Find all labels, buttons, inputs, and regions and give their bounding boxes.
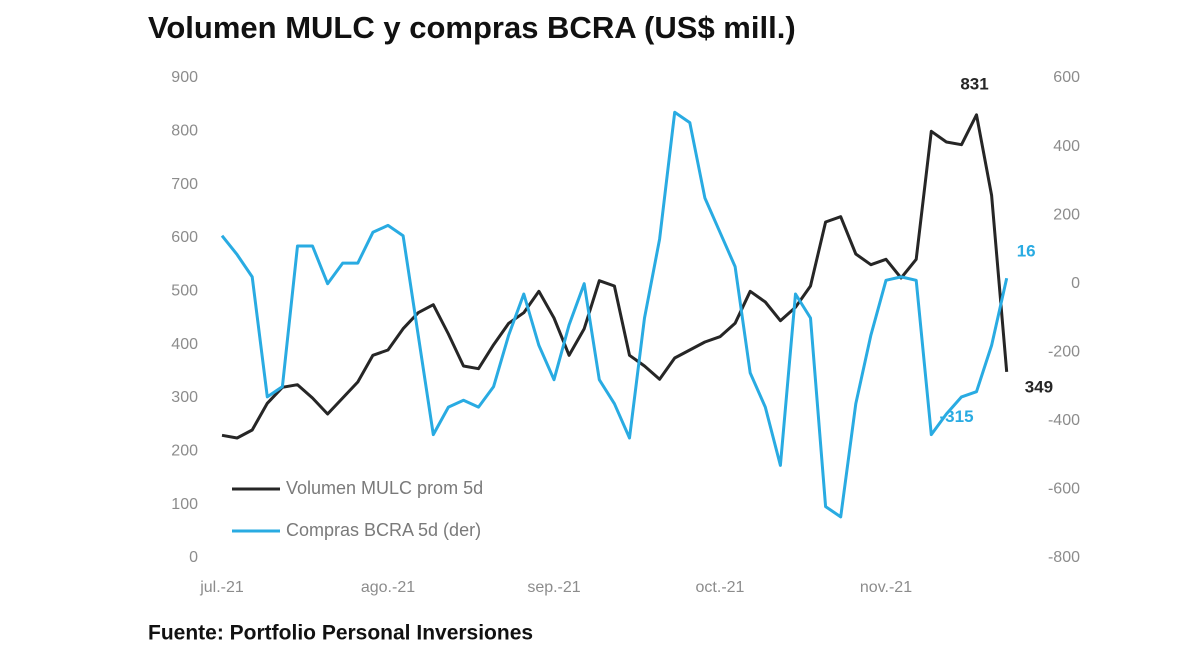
x-tick-label: sep.-21 bbox=[527, 579, 580, 596]
data-label: 831 bbox=[960, 74, 988, 93]
legend-label: Compras BCRA 5d (der) bbox=[286, 520, 481, 540]
y2-tick-label: 400 bbox=[1053, 138, 1080, 155]
y-tick-label: 500 bbox=[171, 283, 198, 300]
y-tick-label: 600 bbox=[171, 229, 198, 246]
y-tick-label: 900 bbox=[171, 69, 198, 86]
source: Fuente: Portfolio Personal Inversiones bbox=[148, 622, 533, 645]
y2-tick-label: -400 bbox=[1048, 412, 1080, 429]
y2-tick-label: 0 bbox=[1071, 275, 1080, 292]
y2-tick-label: 200 bbox=[1053, 206, 1080, 223]
line-series bbox=[221, 113, 1009, 440]
y-tick-label: 800 bbox=[171, 123, 198, 140]
y2-tick-label: -600 bbox=[1048, 481, 1080, 498]
y-tick-label: 300 bbox=[171, 389, 198, 406]
y-tick-label: 200 bbox=[171, 443, 198, 460]
x-tick-label: ago.-21 bbox=[361, 579, 415, 596]
y-tick-label: 100 bbox=[171, 496, 198, 513]
data-label: 16 bbox=[1017, 242, 1036, 261]
x-tick-label: jul.-21 bbox=[199, 579, 244, 596]
data-label: -315 bbox=[940, 407, 974, 426]
y-tick-label: 700 bbox=[171, 176, 198, 193]
y2-tick-label: -800 bbox=[1048, 549, 1080, 566]
y-tick-label: 0 bbox=[189, 549, 198, 566]
legend-label: Volumen MULC prom 5d bbox=[286, 478, 483, 498]
y-tick-label: 400 bbox=[171, 336, 198, 353]
x-tick-label: oct.-21 bbox=[696, 579, 745, 596]
line-series bbox=[220, 110, 1009, 519]
y2-tick-label: 600 bbox=[1053, 69, 1080, 86]
data-label: 349 bbox=[1025, 377, 1053, 396]
y2-tick-label: -200 bbox=[1048, 344, 1080, 361]
x-tick-label: nov.-21 bbox=[860, 579, 912, 596]
chart-title: Volumen MULC y compras BCRA (US$ mill.) bbox=[148, 10, 796, 45]
